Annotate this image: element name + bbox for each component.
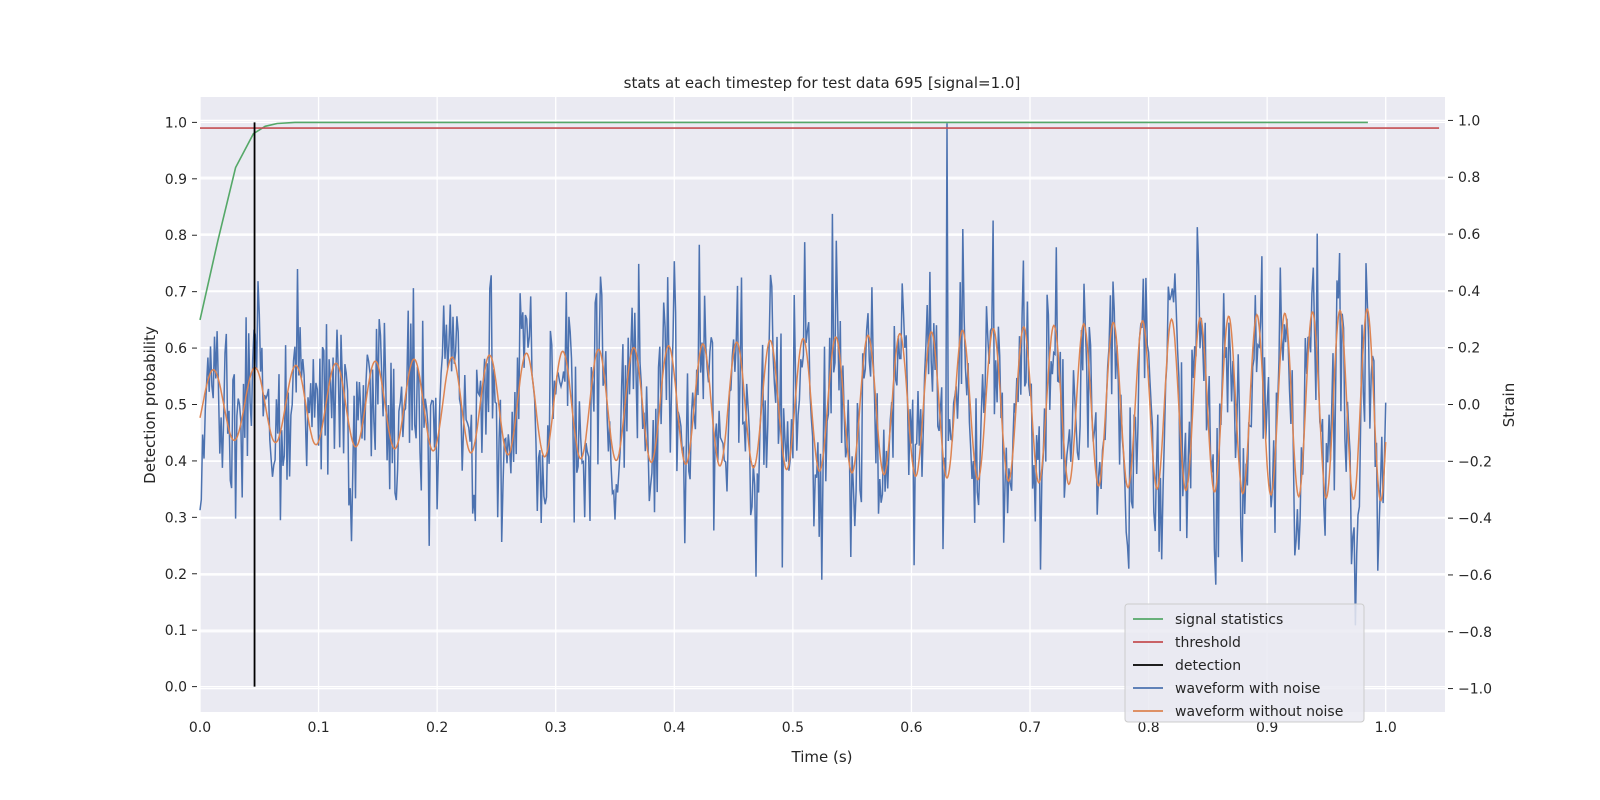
- legend-label: detection: [1175, 658, 1241, 674]
- left-tick-label: 1.0: [165, 115, 187, 131]
- left-tick-label: 0.7: [165, 285, 187, 301]
- left-tick-label: 0.6: [165, 341, 187, 357]
- x-tick-label: 0.5: [782, 720, 804, 736]
- legend-label: waveform without noise: [1175, 704, 1343, 720]
- x-tick-label: 0.7: [1019, 720, 1041, 736]
- x-tick-label: 0.0: [189, 720, 211, 736]
- x-tick-label: 0.6: [900, 720, 922, 736]
- left-tick-label: 0.5: [165, 398, 187, 414]
- left-tick-label: 0.4: [165, 454, 187, 470]
- chart-title: stats at each timestep for test data 695…: [624, 74, 1021, 92]
- right-tick-label: 0.0: [1458, 398, 1480, 414]
- right-tick-label: −0.6: [1458, 568, 1492, 584]
- left-tick-label: 0.9: [165, 172, 187, 188]
- left-tick-label: 0.1: [165, 623, 187, 639]
- right-tick-label: 0.2: [1458, 341, 1480, 357]
- right-tick-label: −1.0: [1458, 682, 1492, 698]
- right-axis-ticks: −1.0 −0.8 −0.6 −0.4 −0.2 0.0 0.2 0.4 0.6 0.8 1.0: [1448, 113, 1492, 698]
- right-tick-label: 0.4: [1458, 284, 1480, 300]
- left-tick-label: 0.2: [165, 567, 187, 583]
- x-axis-ticks: 0.0 0.1 0.2 0.3 0.4 0.5 0.6 0.7 0.8 0.9 1.0: [189, 720, 1397, 736]
- right-tick-label: −0.8: [1458, 625, 1492, 641]
- series-waveform-with-noise: [199, 123, 1387, 626]
- legend-box: [1124, 603, 1365, 723]
- left-tick-label: 0.3: [165, 510, 187, 526]
- series-signal-statistics: [199, 121, 1368, 321]
- legend: signal statistics threshold detection wavef…: [1124, 603, 1365, 723]
- right-tick-label: −0.2: [1458, 454, 1492, 470]
- x-tick-label: 0.8: [1137, 720, 1159, 736]
- legend-label: waveform with noise: [1175, 681, 1320, 697]
- series-waveform-without-noise: [199, 308, 1387, 502]
- right-tick-label: 1.0: [1458, 113, 1480, 129]
- left-axis-label: Detection probability: [141, 326, 159, 484]
- legend-label: signal statistics: [1175, 612, 1283, 628]
- left-tick-label: 0.8: [165, 228, 187, 244]
- legend-label: threshold: [1175, 635, 1241, 651]
- right-tick-label: 0.8: [1458, 170, 1480, 186]
- x-tick-label: 1.0: [1375, 720, 1397, 736]
- series-layer: [199, 121, 1440, 687]
- left-axis-ticks: 0.0 0.1 0.2 0.3 0.4 0.5 0.6 0.7 0.8 0.9 1.0: [165, 115, 197, 696]
- right-tick-label: −0.4: [1458, 511, 1492, 527]
- x-axis-label: Time (s): [791, 748, 853, 766]
- left-tick-label: 0.0: [165, 680, 187, 696]
- x-tick-label: 0.3: [545, 720, 567, 736]
- x-tick-label: 0.1: [307, 720, 329, 736]
- x-tick-label: 0.2: [426, 720, 448, 736]
- x-tick-label: 0.9: [1256, 720, 1278, 736]
- right-tick-label: 0.6: [1458, 227, 1480, 243]
- x-tick-label: 0.4: [663, 720, 685, 736]
- right-axis-label: Strain: [1500, 383, 1518, 427]
